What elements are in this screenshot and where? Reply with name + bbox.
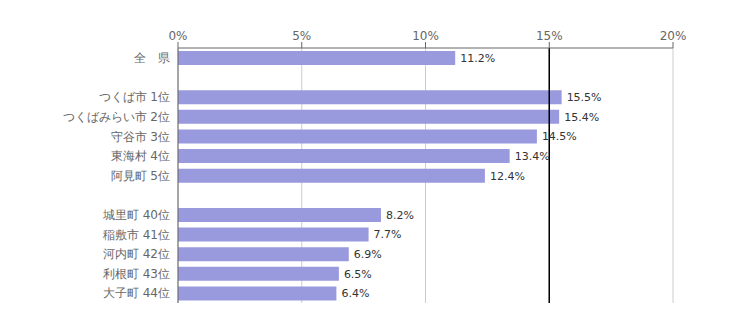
svg-text:15.5%: 15.5%	[567, 91, 602, 104]
svg-text:0%: 0%	[168, 29, 187, 43]
svg-text:13.4%: 13.4%	[515, 150, 550, 163]
svg-text:つくば市 1位: つくば市 1位	[99, 90, 170, 104]
svg-text:12.4%: 12.4%	[490, 170, 525, 183]
svg-text:6.5%: 6.5%	[344, 268, 372, 281]
svg-text:7.7%: 7.7%	[374, 228, 402, 241]
svg-text:つくばみらい市 2位: つくばみらい市 2位	[63, 110, 170, 124]
svg-text:利根町 43位: 利根町 43位	[103, 267, 170, 281]
svg-text:稲敷市 41位: 稲敷市 41位	[103, 228, 170, 242]
svg-text:城里町 40位: 城里町 40位	[102, 208, 170, 222]
svg-text:11.2%: 11.2%	[460, 52, 495, 65]
svg-text:阿見町 5位: 阿見町 5位	[111, 169, 170, 183]
svg-text:8.2%: 8.2%	[386, 209, 414, 222]
svg-text:20%: 20%	[660, 29, 687, 43]
svg-text:15%: 15%	[536, 29, 563, 43]
svg-text:5%: 5%	[292, 29, 311, 43]
svg-text:河内町 42位: 河内町 42位	[103, 247, 170, 261]
svg-text:東海村 4位: 東海村 4位	[111, 149, 170, 163]
svg-text:全 県: 全 県	[134, 51, 170, 65]
svg-text:6.4%: 6.4%	[341, 287, 369, 300]
svg-text:15.4%: 15.4%	[564, 111, 599, 124]
svg-text:10%: 10%	[412, 29, 439, 43]
svg-text:6.9%: 6.9%	[354, 248, 382, 261]
svg-text:14.5%: 14.5%	[542, 130, 577, 143]
svg-text:守谷市 3位: 守谷市 3位	[111, 130, 170, 144]
svg-text:大子町 44位: 大子町 44位	[103, 286, 170, 300]
